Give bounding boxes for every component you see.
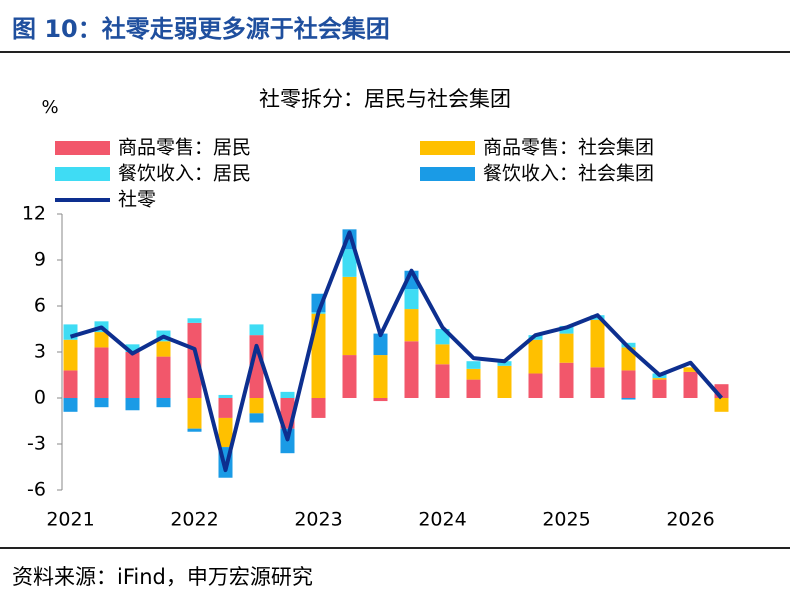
- y-tick-label: 3: [34, 341, 46, 363]
- y-unit: %: [41, 97, 58, 118]
- legend-swatch: [55, 141, 110, 155]
- bar-segment: [187, 322, 202, 398]
- bar-segment: [280, 391, 295, 398]
- bar-segment: [94, 347, 109, 398]
- bar-segment: [342, 276, 357, 356]
- legend-label: 餐饮收入：居民: [118, 163, 251, 185]
- bar-segment: [156, 341, 171, 357]
- bar-segment: [63, 370, 78, 398]
- figure-title: 图 10：社零走弱更多源于社会集团: [12, 15, 390, 43]
- bar-segment: [373, 333, 388, 356]
- bar-segment: [404, 309, 419, 342]
- bar-segment: [404, 341, 419, 398]
- legend-label: 商品零售：居民: [118, 137, 251, 159]
- bar-segment: [342, 355, 357, 398]
- bar-segment: [714, 398, 729, 412]
- bar-segment: [187, 318, 202, 323]
- legend-label: 社零: [118, 189, 156, 211]
- bar-segment: [497, 365, 512, 398]
- x-tick-label: 2021: [46, 509, 94, 531]
- bar-segment: [466, 379, 481, 398]
- x-tick-label: 2022: [170, 509, 218, 531]
- bar-segment: [559, 362, 574, 398]
- y-tick-label: 6: [34, 295, 46, 317]
- x-tick-label: 2023: [294, 509, 342, 531]
- bar-segment: [404, 289, 419, 310]
- bar-segment: [559, 333, 574, 363]
- bar-segment: [435, 364, 450, 398]
- y-tick-label: 9: [34, 249, 46, 271]
- bar-segment: [373, 355, 388, 398]
- x-tick-label: 2025: [542, 509, 590, 531]
- bar-segment: [94, 398, 109, 408]
- bar-segment: [156, 356, 171, 398]
- bar-segment: [683, 371, 698, 398]
- legend-swatch: [55, 167, 110, 181]
- bar-segment: [559, 325, 574, 334]
- bar-segment: [63, 339, 78, 371]
- bar-segment: [249, 324, 264, 336]
- chart-title: 社零拆分：居民与社会集团: [259, 87, 511, 111]
- bar-segment: [311, 398, 326, 418]
- bar-segment: [497, 361, 512, 366]
- bar-segment: [218, 417, 233, 448]
- legend-label: 餐饮收入：社会集团: [483, 163, 654, 185]
- bar-segment: [528, 373, 543, 398]
- bar-segment: [249, 413, 264, 423]
- bar-segment: [590, 319, 605, 368]
- bar-segment: [63, 398, 78, 412]
- legend-swatch: [420, 141, 475, 155]
- bar-segment: [249, 398, 264, 414]
- bar-segment: [218, 398, 233, 418]
- bar-segment: [528, 339, 543, 374]
- bar-segment: [187, 428, 202, 432]
- bar-segment: [187, 398, 202, 429]
- bar-segment: [435, 344, 450, 365]
- bar-segment: [652, 379, 667, 398]
- bar-segment: [125, 398, 140, 411]
- bar-segment: [621, 398, 636, 400]
- bar-segment: [466, 368, 481, 380]
- legend-swatch: [420, 167, 475, 181]
- bar-segment: [373, 398, 388, 402]
- bar-segment: [156, 398, 171, 408]
- source: 资料来源：iFind，申万宏源研究: [12, 565, 313, 589]
- bar-segment: [590, 367, 605, 398]
- bar-segment: [621, 370, 636, 398]
- x-tick-label: 2026: [666, 509, 714, 531]
- bar-segment: [466, 361, 481, 369]
- y-tick-label: 0: [34, 387, 46, 409]
- bar-segment: [218, 394, 233, 398]
- x-tick-label: 2024: [418, 509, 466, 531]
- bar-segment: [683, 367, 698, 372]
- y-tick-label: 12: [22, 203, 46, 225]
- y-tick-label: -3: [27, 433, 46, 455]
- line: [69, 230, 724, 473]
- bar-segment: [652, 378, 667, 380]
- legend-label: 商品零售：社会集团: [483, 137, 654, 159]
- bar-segment: [342, 249, 357, 277]
- bar-segment: [125, 344, 140, 352]
- bar-segment: [94, 332, 109, 348]
- bar-segment: [63, 324, 78, 340]
- bar-segment: [125, 352, 140, 398]
- y-tick-label: -6: [27, 479, 46, 501]
